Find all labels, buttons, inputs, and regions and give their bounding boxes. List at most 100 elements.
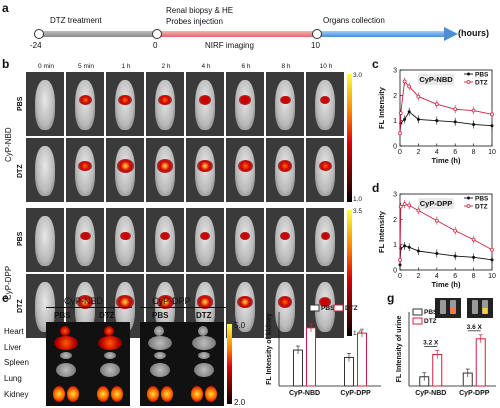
fluorescence-signal bbox=[198, 95, 212, 105]
spleen-organ bbox=[154, 352, 166, 359]
imaging-row-pbs-1: PBS bbox=[17, 96, 24, 111]
imaging-time-header: 6 h bbox=[241, 63, 251, 70]
panel-label-d: d bbox=[372, 181, 380, 195]
legend-label: DTZ bbox=[475, 204, 488, 211]
data-point bbox=[453, 120, 457, 124]
mouse-image bbox=[106, 208, 144, 272]
data-point bbox=[435, 252, 439, 256]
organ-group2-underline bbox=[140, 307, 226, 308]
organ-cbar-min: 2.0 bbox=[234, 398, 246, 407]
fluorescence-signal bbox=[279, 95, 291, 105]
x-tick-label: 2 bbox=[416, 149, 420, 156]
fluorescence-signal bbox=[156, 295, 174, 309]
organ-label: Kidney bbox=[4, 390, 29, 399]
y-tick-label: 3 bbox=[393, 68, 397, 75]
organ-panel: CyP-NBD CyP-DPP PBS DTZ PBS DTZ Heart Liv… bbox=[0, 290, 256, 408]
data-point bbox=[434, 102, 439, 107]
legend-label: PBS bbox=[424, 309, 438, 316]
y-tick-label: 1 bbox=[393, 118, 397, 125]
data-point bbox=[490, 258, 494, 262]
legend-marker bbox=[467, 196, 470, 200]
data-point bbox=[402, 79, 407, 84]
legend-label: DTZ bbox=[424, 318, 437, 325]
timeline-label-treatment: DTZ treatment bbox=[50, 16, 102, 25]
imaging-time-header: 8 h bbox=[281, 63, 291, 70]
data-point bbox=[471, 108, 476, 113]
mouse-image bbox=[266, 138, 304, 202]
mouse-image bbox=[26, 72, 64, 136]
mouse-image bbox=[186, 208, 224, 272]
data-point bbox=[398, 263, 402, 267]
mouse-body bbox=[275, 80, 295, 130]
fluorescence-signal bbox=[278, 160, 292, 172]
mouse-body bbox=[155, 216, 175, 266]
category-label: CyP-NBD bbox=[289, 390, 320, 397]
mouse-image bbox=[266, 208, 304, 272]
mouse-image bbox=[26, 208, 64, 272]
data-point bbox=[472, 122, 476, 126]
bar bbox=[306, 327, 316, 387]
imaging-time-header: 10 h bbox=[319, 63, 333, 70]
data-point bbox=[453, 254, 457, 258]
spleen-organ bbox=[60, 352, 72, 359]
panel-label-g: g bbox=[387, 291, 395, 305]
fluorescence-signal bbox=[159, 231, 171, 241]
lung-organ bbox=[150, 363, 170, 377]
bar bbox=[344, 356, 354, 387]
fluorescence-signal bbox=[78, 160, 92, 172]
imaging-time-header: 1 h bbox=[121, 63, 131, 70]
mouse-body bbox=[75, 80, 95, 130]
liver-organ bbox=[98, 336, 122, 350]
panel-label-c: c bbox=[372, 57, 379, 71]
x-tick-label: 6 bbox=[453, 149, 457, 156]
fluorescence-signal bbox=[237, 160, 253, 172]
y-tick-label: 2 bbox=[393, 93, 397, 100]
timeline-marker-0 bbox=[152, 29, 162, 39]
mouse-image bbox=[186, 72, 224, 136]
category-label: CyP-NBD bbox=[415, 390, 446, 397]
mouse-image bbox=[226, 274, 264, 338]
bar bbox=[475, 338, 486, 387]
x-tick-label: 8 bbox=[472, 273, 476, 280]
mouse-image bbox=[146, 72, 184, 136]
organ-group2-label: CyP-DPP bbox=[152, 296, 191, 306]
vial-signal bbox=[482, 308, 488, 314]
urine-vial-image bbox=[435, 298, 461, 318]
imaging-time-header: 2 h bbox=[161, 63, 171, 70]
mouse-body bbox=[315, 216, 335, 266]
data-point bbox=[490, 247, 494, 252]
mouse-image bbox=[26, 138, 64, 202]
mouse-image bbox=[106, 72, 144, 136]
data-point bbox=[435, 119, 439, 123]
imaging-row-pbs-2: PBS bbox=[17, 231, 24, 246]
vial-pbs bbox=[440, 300, 446, 314]
timeline-unit: (hours) bbox=[458, 28, 489, 38]
mouse-body bbox=[195, 216, 215, 266]
data-point bbox=[472, 255, 476, 259]
mouse-image bbox=[146, 138, 184, 202]
chart-g: FL Intensity of urine CyP-NBD 3.2 X CyP-DPP… bbox=[396, 298, 496, 397]
fold-change-label: 3.2 X bbox=[423, 340, 439, 347]
mouse-image bbox=[266, 72, 304, 136]
imaging-colorbar-2 bbox=[347, 210, 352, 336]
mouse-body bbox=[35, 80, 55, 130]
data-point bbox=[416, 249, 420, 253]
fluorescence-signal bbox=[280, 232, 290, 240]
x-tick-label: 6 bbox=[453, 273, 457, 280]
timeline-marker-neg24 bbox=[34, 29, 44, 39]
legend-swatch bbox=[333, 304, 344, 312]
chart-f: FL Intensity of kidney CyP-NBD CyP-DPP PBS D… bbox=[266, 304, 381, 397]
mouse-body bbox=[315, 282, 335, 332]
fluorescence-signal bbox=[158, 94, 172, 106]
data-point bbox=[402, 202, 407, 207]
organ-group1-underline bbox=[46, 307, 132, 308]
data-point bbox=[398, 111, 403, 115]
mouse-image bbox=[106, 138, 144, 202]
organ-label: Spleen bbox=[4, 358, 29, 367]
x-axis-label: Time (h) bbox=[431, 156, 461, 165]
timeline-bar-treatment bbox=[38, 31, 156, 37]
data-point bbox=[398, 257, 402, 262]
fluorescence-signal bbox=[319, 95, 331, 105]
data-point bbox=[434, 218, 439, 223]
imaging-time-header: 5 min bbox=[78, 63, 94, 70]
